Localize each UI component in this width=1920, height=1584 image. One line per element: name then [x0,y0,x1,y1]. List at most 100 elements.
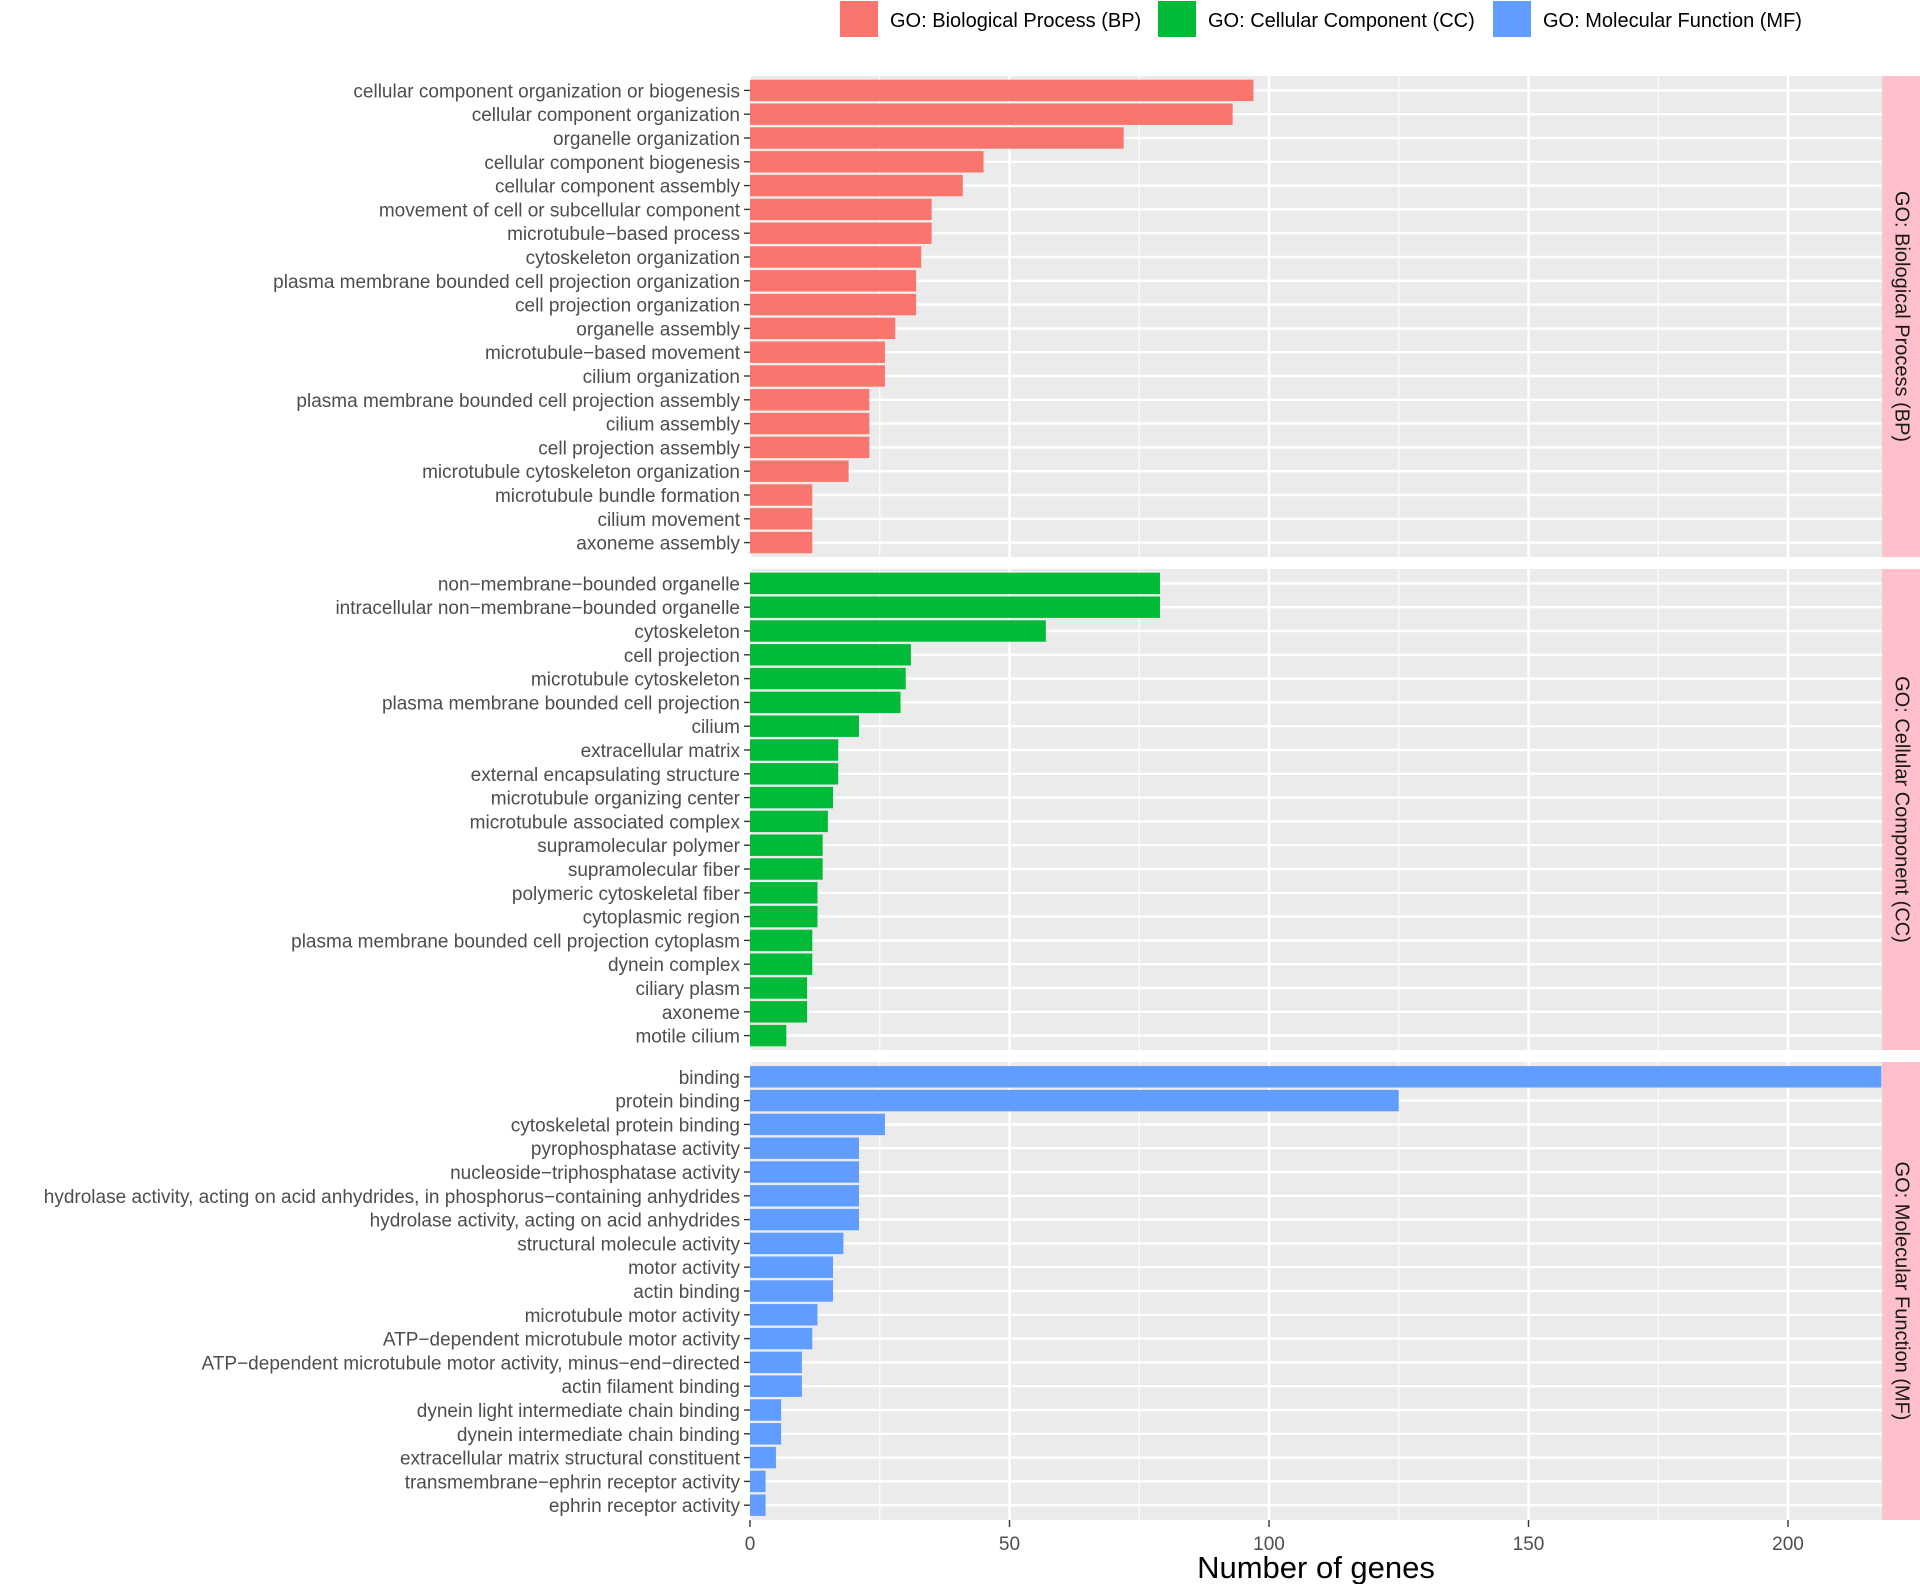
bar [750,1066,1882,1088]
category-label: binding [679,1068,740,1089]
category-label: actin filament binding [562,1377,741,1398]
legend-swatch [840,1,878,37]
category-label: extracellular matrix structural constitu… [400,1449,741,1470]
bar [750,1089,1399,1112]
legend-swatch [1158,1,1196,37]
category-label: cell projection assembly [538,438,740,459]
bar [750,1470,766,1493]
bar [750,1494,766,1516]
bar [750,977,808,999]
legend: GO: Biological Process (BP) GO: Cellular … [840,1,1802,37]
facet-strip [1882,76,1920,557]
category-label: transmembrane−ephrin receptor activity [405,1472,741,1493]
x-axis: 0 50 100 150 200 [745,1520,1804,1555]
category-label: microtubule−based movement [485,343,741,364]
bar [750,460,849,482]
category-label: microtubule bundle formation [495,486,740,507]
category-label: dynein light intermediate chain binding [417,1401,740,1422]
category-label: motile cilium [635,1027,740,1048]
bar [750,1375,802,1397]
bar [750,389,870,411]
category-label: intracellular non−membrane−bounded organ… [335,598,740,619]
bar [750,763,839,785]
bar [750,786,834,809]
category-label: axoneme assembly [576,534,740,555]
category-label: plasma membrane bounded cell projection … [291,931,740,952]
bar [750,198,932,221]
bar [750,1232,844,1255]
bar [750,1137,859,1159]
x-tick-label: 0 [745,1534,756,1555]
bar [750,1208,859,1231]
category-label: cilium [691,717,740,738]
bar [750,1399,782,1421]
bar [750,151,984,173]
chart-panels: cellular component organization or bioge… [44,76,1920,1520]
category-label: ephrin receptor activity [549,1496,741,1517]
legend-item: GO: Biological Process (BP) [840,1,1141,37]
facet-strip-label: GO: Biological Process (BP) [1891,191,1913,442]
category-label: dynein intermediate chain binding [457,1425,740,1446]
category-label: protein binding [615,1092,740,1113]
bar [750,1327,813,1350]
bar [750,293,917,316]
category-label: dynein complex [608,955,741,976]
bar [750,127,1124,149]
category-label: microtubule motor activity [525,1306,741,1327]
facet-strip [1882,1062,1920,1520]
bar [750,222,932,244]
bar [750,596,1161,618]
bar [750,858,823,880]
category-label: structural molecule activity [517,1234,740,1255]
category-label: movement of cell or subcellular componen… [379,200,741,221]
bar [750,508,813,530]
bar [750,667,906,690]
bar [750,317,896,340]
bar [750,953,813,975]
x-axis-label: Number of genes [1197,1550,1435,1584]
category-label: cell projection [624,646,740,667]
category-label: microtubule cytoskeleton organization [422,462,740,483]
bar [750,834,823,856]
category-label: cellular component biogenesis [484,153,740,174]
bar [750,1256,834,1278]
category-label: non−membrane−bounded organelle [438,574,740,595]
bar [750,246,922,268]
category-label: cytoplasmic region [583,908,740,929]
facet-strip-label: GO: Molecular Function (MF) [1891,1162,1913,1421]
category-label: polymeric cytoskeletal fiber [512,884,741,905]
category-label: cytoskeleton organization [526,248,740,269]
category-label: hydrolase activity, acting on acid anhyd… [370,1211,740,1232]
x-tick-label: 200 [1772,1534,1804,1555]
bar [750,572,1161,595]
category-label: cellular component assembly [495,177,741,198]
category-label: microtubule−based process [507,224,740,245]
category-label: microtubule organizing center [491,789,741,810]
bar [750,810,828,833]
bar [750,1024,787,1047]
category-label: nucleoside−triphosphatase activity [450,1163,740,1184]
category-label: pyrophosphatase activity [531,1139,741,1160]
category-label: microtubule cytoskeleton [531,670,740,691]
category-label: ciliary plasm [635,979,740,1000]
category-label: cilium assembly [606,415,741,436]
bar [750,103,1233,125]
bar [750,715,859,737]
bar [750,1001,808,1023]
category-label: supramolecular fiber [568,860,741,881]
legend-swatch [1493,1,1531,37]
category-label: cellular component organization [472,105,740,126]
bar [750,1280,834,1302]
x-tick-label: 150 [1513,1534,1545,1555]
category-label: cilium movement [597,510,740,531]
bar [750,484,813,506]
category-label: supramolecular polymer [537,836,740,857]
bar [750,1351,802,1374]
bar [750,1185,859,1207]
category-label: cytoskeletal protein binding [511,1115,740,1136]
category-label: motor activity [628,1258,740,1279]
category-label: microtubule associated complex [470,812,741,833]
category-label: axoneme [662,1003,740,1024]
bar [750,341,885,363]
